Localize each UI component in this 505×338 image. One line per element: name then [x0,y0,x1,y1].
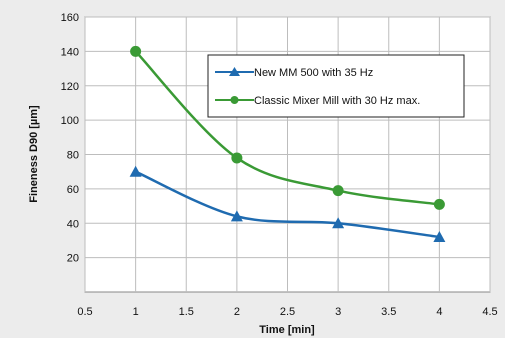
tick-labels: 20 40 60 80 100 120 140 160 0.5 1 1.5 2 2.5 3 3.5 4 4.5 [61,12,498,318]
x-tick-label: 4 [436,306,442,318]
series-layer [129,45,446,242]
x-tick-label: 1 [133,306,139,318]
y-tick-label: 100 [61,115,79,127]
data-point-circle [231,152,243,164]
x-tick-label: 1.5 [179,306,194,318]
y-tick-label: 140 [61,46,79,58]
data-point-circle [130,45,142,57]
x-tick-label: 0.5 [77,306,92,318]
data-point-circle [332,185,344,197]
data-point-triangle [230,210,243,222]
data-point-circle [433,198,445,210]
y-tick-label: 160 [61,12,79,24]
y-tick-label: 120 [61,81,79,93]
legend-marker-circle [230,96,239,104]
series-line-0 [135,170,440,239]
y-tick-label: 60 [67,184,79,196]
y-tick-label: 40 [67,218,79,230]
data-point-triangle [332,217,345,229]
x-tick-label: 3.5 [381,306,396,318]
y-tick-label: 80 [67,150,79,162]
data-point-triangle [433,231,446,242]
x-axis-title: Time [min] [259,324,315,336]
y-axis-title: Fineness D90 [µm] [28,105,40,203]
x-tick-label: 2.5 [280,306,295,318]
legend-marker-triangle [229,67,240,76]
x-tick-label: 4.5 [482,306,497,318]
x-tick-label: 2 [234,306,240,318]
y-tick-label: 20 [67,253,79,265]
legend-label-new-mm500: New MM 500 with 35 Hz [254,67,373,79]
legend-box [207,54,465,118]
legend: New MM 500 with 35 Hz Classic Mixer Mill… [207,54,465,118]
series-line-1 [134,50,440,206]
x-tick-label: 3 [335,306,341,318]
legend-label-classic-mixer-mill: Classic Mixer Mill with 30 Hz max. [254,95,420,107]
data-point-triangle [129,165,142,177]
